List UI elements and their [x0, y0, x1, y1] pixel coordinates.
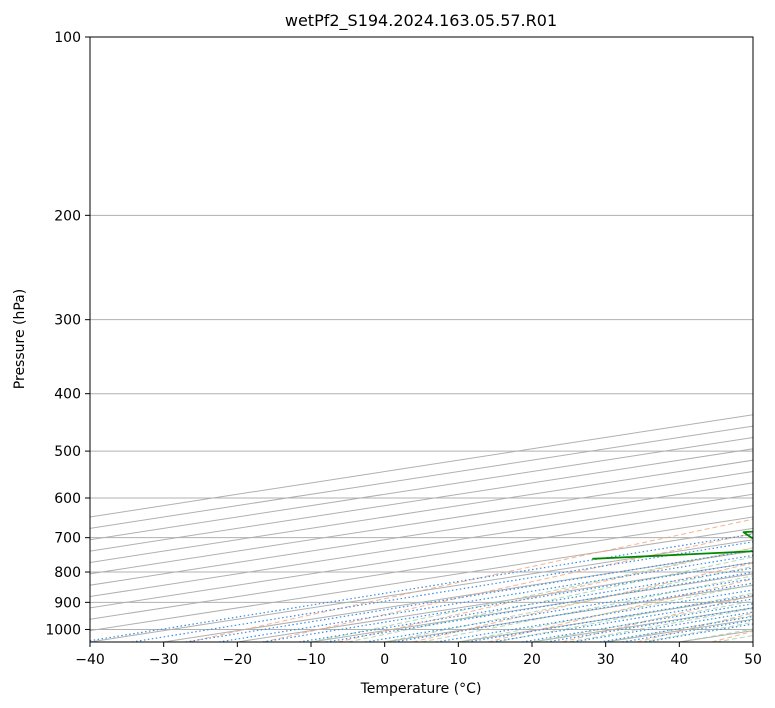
dry-adiabat-line	[188, 518, 753, 642]
y-tick-label: 100	[54, 30, 81, 46]
pressure-gridlines	[90, 37, 753, 630]
moist-adiabat-line	[347, 556, 753, 642]
mixing-ratio-lines	[90, 533, 753, 642]
isotherm-line	[163, 550, 753, 642]
isotherm-line	[90, 539, 753, 642]
y-tick-label: 200	[54, 208, 81, 224]
profile-lines	[592, 530, 753, 560]
moist-adiabat-line	[384, 565, 753, 642]
isotherm-line	[90, 459, 753, 563]
moist-adiabat-line	[642, 621, 753, 642]
moist-adiabat-line	[531, 600, 753, 642]
isotherm-line	[384, 584, 753, 642]
y-tick-label: 800	[54, 565, 81, 581]
y-axis-ticks: 100 200 300 400 500 600 700 800 900 1000	[45, 30, 90, 638]
mixing-ratio-line	[394, 582, 753, 642]
x-tick-label: 0	[380, 652, 389, 668]
isotherm-line	[90, 516, 753, 620]
y-tick-label: 400	[54, 387, 81, 403]
x-axis-ticks: −40 −30 −20 −10 0 10 20 30 40 50	[75, 642, 762, 668]
x-tick-label: −40	[75, 652, 105, 668]
y-tick-label: 300	[54, 313, 81, 329]
isotherm-line	[90, 527, 753, 632]
isotherm-line	[90, 471, 753, 575]
isotherm-line	[752, 641, 753, 642]
mixing-ratio-line	[299, 567, 753, 642]
isotherm-line	[90, 414, 753, 518]
moist-adiabat-line	[458, 584, 753, 642]
skewed-isotherms	[90, 414, 753, 642]
dewpoint-line-lower	[592, 530, 753, 560]
isotherm-line	[90, 436, 753, 541]
dry-adiabat-line	[412, 562, 753, 642]
x-tick-label: 20	[523, 652, 541, 668]
y-tick-label: 600	[54, 491, 81, 507]
isotherm-line	[90, 482, 753, 586]
plot-frame	[89, 36, 754, 643]
chart-title: wetPf2_S194.2024.163.05.57.R01	[285, 11, 557, 31]
mixing-ratio-line	[90, 533, 753, 642]
mixing-ratio-line	[572, 611, 753, 642]
y-tick-label: 900	[54, 595, 81, 611]
mixing-ratio-line	[365, 577, 753, 642]
x-tick-label: 10	[449, 652, 467, 668]
x-tick-label: −30	[149, 652, 179, 668]
dry-adiabat-line	[562, 595, 753, 642]
isotherm-line	[90, 425, 753, 529]
isotherm-line	[90, 493, 753, 598]
dry-adiabat-line	[636, 612, 753, 642]
x-tick-label: 50	[744, 652, 762, 668]
x-axis-label: Temperature (°C)	[360, 681, 482, 697]
y-axis-label: Pressure (hPa)	[12, 289, 28, 389]
isotherm-line	[90, 448, 753, 552]
isotherm-line	[237, 561, 753, 642]
y-tick-label: 700	[54, 531, 81, 547]
y-tick-label: 500	[54, 444, 81, 460]
y-tick-label: 1000	[45, 622, 81, 638]
isotherm-line	[458, 596, 753, 642]
mixing-ratio-line	[546, 607, 753, 642]
x-tick-label: 40	[670, 652, 688, 668]
x-tick-label: 30	[597, 652, 615, 668]
dry-adiabats	[188, 518, 753, 642]
moist-adiabats	[310, 547, 753, 642]
x-tick-label: −10	[296, 652, 326, 668]
dry-adiabat-line	[338, 547, 753, 642]
mixing-ratio-line	[436, 589, 753, 642]
isotherm-line	[90, 505, 753, 609]
x-tick-label: −20	[223, 652, 253, 668]
